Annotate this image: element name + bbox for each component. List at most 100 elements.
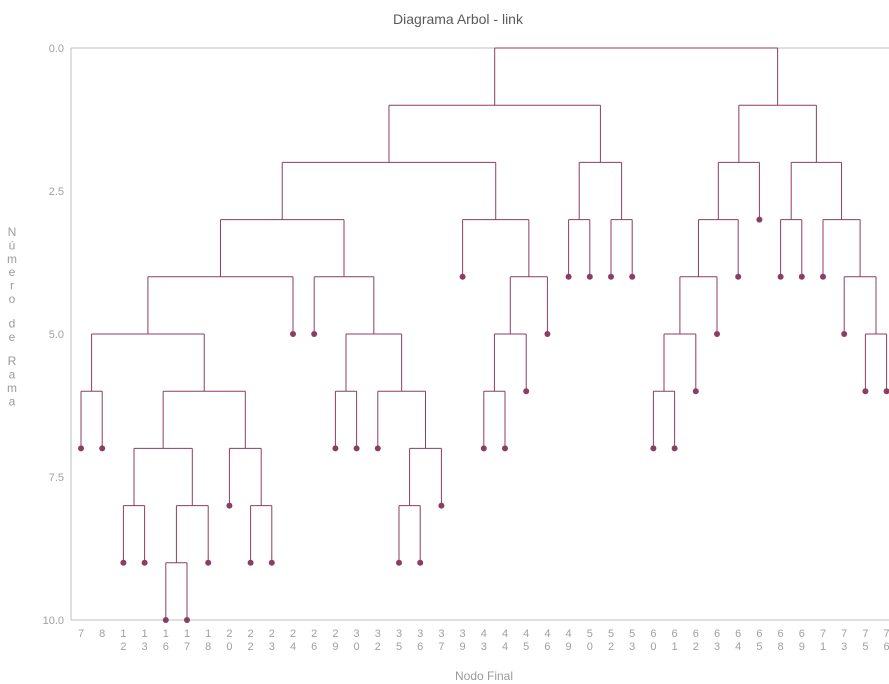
leaf-marker [247, 559, 254, 566]
x-tick-label: 9 [460, 641, 466, 653]
x-tick-label: 6 [799, 628, 805, 640]
x-tick-label: 0 [354, 641, 360, 653]
y-ticks: 0.0 2.5 5.0 7.5 10.0 [43, 43, 64, 627]
leaf-marker [544, 331, 551, 337]
leaf-marker [141, 559, 148, 566]
x-tick-label: 1 [184, 628, 190, 640]
x-tick-label: 6 [417, 641, 423, 653]
x-tick-labels: 7 8 12131617182022232426293032353637394344… [78, 628, 889, 653]
x-tick-label: 6 [756, 628, 762, 640]
x-tick-label: 1 [672, 641, 678, 653]
leaf-markers [78, 216, 889, 623]
x-tick-label: 5 [629, 628, 635, 640]
x-tick-label: 2 [375, 641, 381, 653]
x-tick-label: 2 [269, 628, 275, 640]
x-tick-label: 5 [523, 641, 529, 653]
x-tick-label: 3 [269, 641, 275, 653]
leaf-marker [883, 388, 889, 395]
leaf-marker [629, 273, 636, 280]
leaf-marker [374, 445, 381, 452]
x-tick-label: 2 [290, 628, 296, 640]
x-tick-label: 1 [120, 628, 126, 640]
x-tick-label: 2 [120, 641, 126, 653]
leaf-marker [502, 445, 508, 452]
leaf-marker [120, 559, 127, 566]
y-axis-title-letter: a [9, 394, 16, 408]
leaf-marker [332, 445, 339, 452]
leaf-marker [78, 445, 84, 452]
x-tick-label: 3 [354, 628, 360, 640]
chart-title: Diagrama Arbol - link [393, 11, 524, 27]
y-axis-title-letter: r [10, 279, 14, 293]
leaf-marker [756, 216, 763, 223]
x-tick-label: 4 [481, 628, 487, 640]
leaf-marker [459, 273, 466, 280]
y-axis-title-letter: d [9, 316, 16, 330]
x-tick-label: 2 [608, 641, 614, 653]
x-tick-label: 2 [248, 628, 254, 640]
x-tick-label: 3 [142, 641, 148, 653]
x-tick-label: 2 [332, 628, 338, 640]
leaf-marker [226, 502, 233, 509]
x-tick-label: 8 [205, 641, 211, 653]
x-tick-label: 8 [778, 641, 784, 653]
x-tick-label: 1 [142, 628, 148, 640]
x-tick-label: 3 [396, 628, 402, 640]
x-tick-label: 5 [396, 641, 402, 653]
x-tick-label: 4 [544, 628, 550, 640]
x-tick-label: 9 [566, 641, 572, 653]
x-tick-label: 7 [841, 628, 847, 640]
x-tick-label: 2 [311, 628, 317, 640]
x-tick-label: 4 [735, 641, 741, 653]
x-tick-label: 6 [778, 628, 784, 640]
x-tick-label: 3 [375, 628, 381, 640]
x-tick-label: 2 [693, 641, 699, 653]
leaf-marker [671, 445, 678, 452]
x-tick-label: 9 [332, 641, 338, 653]
y-tick-label: 10.0 [43, 615, 64, 627]
x-tick-label: 0 [650, 641, 656, 653]
x-tick-label: 1 [820, 641, 826, 653]
dendrogram-branches [80, 47, 888, 620]
x-tick-label: 7 [78, 628, 84, 640]
y-axis-title-letter: N [8, 225, 17, 239]
y-tick-label: 0.0 [49, 43, 64, 55]
leaf-marker [841, 331, 848, 337]
x-tick-label: 4 [523, 628, 529, 640]
x-tick-label: 3 [841, 641, 847, 653]
leaf-marker [268, 559, 275, 566]
x-tick-label: 8 [99, 628, 105, 640]
x-tick-label: 6 [714, 628, 720, 640]
x-tick-label: 0 [587, 641, 593, 653]
leaf-marker [480, 445, 487, 452]
leaf-marker [438, 502, 445, 509]
x-tick-label: 6 [672, 628, 678, 640]
x-tick-label: 6 [544, 641, 550, 653]
x-tick-label: 6 [693, 628, 699, 640]
leaf-marker [862, 388, 869, 395]
x-tick-label: 3 [417, 628, 423, 640]
y-axis-title-letter: ú [9, 238, 16, 252]
leaf-marker [290, 331, 296, 337]
leaf-marker [820, 273, 826, 280]
y-tick-label: 7.5 [49, 472, 64, 484]
x-tick-label: 7 [862, 628, 868, 640]
x-axis-title: Nodo Final [455, 669, 513, 683]
x-tick-label: 4 [502, 628, 508, 640]
x-tick-label: 5 [608, 628, 614, 640]
leaf-marker [714, 331, 720, 337]
leaf-marker [184, 617, 190, 623]
x-tick-label: 1 [205, 628, 211, 640]
y-tick-label: 2.5 [49, 186, 64, 198]
x-tick-label: 5 [756, 641, 762, 653]
y-axis-title-letter: a [9, 368, 16, 382]
x-tick-label: 6 [735, 628, 741, 640]
leaf-marker [205, 559, 212, 566]
y-axis-title-letter: R [8, 354, 17, 368]
leaf-marker [798, 273, 805, 280]
y-tick-label: 5.0 [49, 329, 64, 341]
leaf-marker [692, 388, 699, 395]
x-tick-label: 3 [714, 641, 720, 653]
